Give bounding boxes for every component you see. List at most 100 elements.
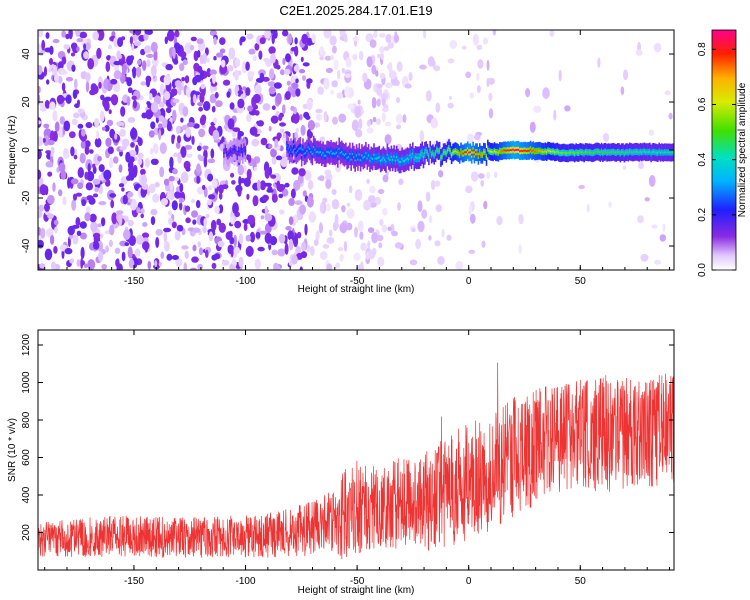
noise-speck [247,105,253,112]
noise-speck [378,242,383,249]
noise-speck [212,178,218,188]
snr-axes: -150 -100 -50 0 50 200 400 600 800 1000 1200 [21,330,674,587]
ridge-peak [339,152,342,154]
ridge-peak [579,150,581,153]
noise-speck [277,184,285,193]
noise-speck [176,135,182,144]
ridge-peak [647,151,650,153]
ridge-peak [413,158,415,161]
noise-speck [232,202,239,215]
noise-speck [271,193,278,203]
noise-speck [226,91,231,98]
colorbar-tick-label: 0.6 [697,97,708,111]
noise-speck [163,74,171,86]
noise-speck [127,116,136,123]
noise-speck [184,42,193,54]
ridge-peak [436,148,438,151]
noise-speck [49,101,56,110]
noise-speck [198,106,204,112]
ridge-peak [402,159,405,162]
noise-speck [419,64,427,70]
colorbar: 0.0 0.2 0.4 0.6 0.8 Normalized spectral ampl… [697,29,748,277]
noise-speck [317,176,325,181]
ridge-peak [641,151,643,154]
noise-speck [71,64,76,72]
noise-speck [264,30,272,39]
noise-speck [381,112,386,123]
noise-speck [376,234,384,242]
noise-speck [196,38,204,45]
noise-speck [171,221,177,229]
noise-speck [219,37,226,45]
ridge-peak [612,150,615,153]
noise-speck [176,224,184,232]
noise-speck [227,65,234,72]
noise-speck [143,32,149,41]
ridge-peak [553,151,556,154]
noise-speck [249,126,258,136]
noise-speck [280,157,288,168]
noise-speck [341,205,346,213]
noise-speck [129,55,135,61]
noise-speck [197,241,201,248]
noise-speck [384,134,392,145]
noise-speck [395,124,402,130]
noise-speck [280,128,285,133]
noise-speck [60,170,67,180]
noise-speck [367,240,371,249]
noise-speck [252,195,259,207]
noise-speck [346,202,351,207]
ridge-peak [430,153,433,156]
ridge-peak [298,148,300,151]
ridge-peak [400,161,402,163]
noise-speck [89,213,97,223]
noise-speck [120,176,128,185]
noise-speck [257,120,264,127]
ridge-peak [295,151,298,154]
noise-speck [270,174,277,179]
noise-speck [376,86,383,96]
noise-speck [379,219,384,226]
ridge-peak [503,149,505,152]
ridge-peak [592,151,595,154]
noise-speck [133,41,142,47]
noise-speck [363,199,371,211]
ridge-peak [524,149,527,152]
x-tick-label: -100 [236,276,256,287]
noise-speck [149,93,153,101]
noise-speck [339,253,344,262]
ridge-peak [500,150,502,153]
ridge-peak [531,150,533,153]
x-tick-label: -50 [350,276,365,287]
ridge-peak [319,151,322,153]
noise-speck [197,263,203,270]
noise-speck [286,80,291,86]
noise-speck [126,175,132,181]
noise-speck [44,248,53,261]
ridge-peak [507,149,509,152]
noise-speck [608,201,612,208]
noise-speck [549,30,555,37]
noise-speck [257,246,265,252]
ridge-peak [515,149,517,151]
noise-speck [140,213,144,219]
noise-speck [144,45,152,54]
noise-speck [58,162,66,173]
ridge-peak [429,148,431,151]
noise-speck [337,247,344,252]
noise-speck [147,260,152,270]
ridge-peak [370,156,373,159]
noise-speck [377,189,385,194]
noise-speck [202,145,209,151]
noise-speck [168,217,173,225]
noise-speck [174,80,182,88]
noise-speck [63,44,70,50]
noise-speck [335,262,341,269]
noise-speck [295,78,299,84]
noise-speck [98,81,102,89]
ridge-peak [580,151,583,154]
ridge-peak [567,152,569,155]
noise-speck [44,66,47,77]
noise-speck [219,63,228,75]
noise-speck [262,103,271,111]
